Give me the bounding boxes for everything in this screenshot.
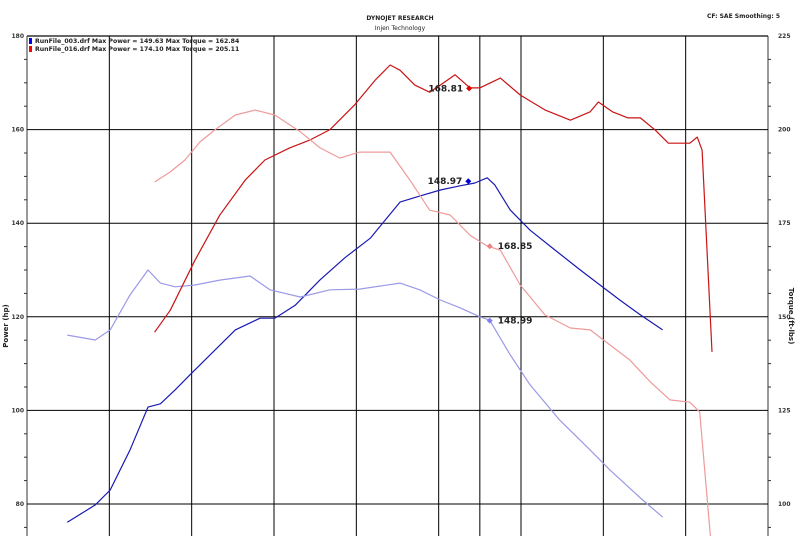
series-line-power-0 xyxy=(66,177,663,523)
legend-swatch xyxy=(29,38,32,44)
series-line-power-2 xyxy=(154,64,713,352)
y2-tick-label: 225 xyxy=(778,33,791,40)
y-tick-label: 120 xyxy=(11,314,24,321)
marker-label: 168.85 xyxy=(498,242,533,252)
y2-tick-label: 125 xyxy=(778,407,791,414)
y-tick-label: 160 xyxy=(11,127,24,134)
cursor-marker xyxy=(486,317,493,324)
cursor-marker xyxy=(486,243,493,250)
y2-axis-label: Torque (ft-lbs) xyxy=(787,288,795,345)
legend-swatch xyxy=(29,46,32,52)
y-tick-label: 180 xyxy=(11,33,24,40)
y2-tick-label: 150 xyxy=(778,314,791,321)
cursor-marker xyxy=(466,85,473,92)
marker-label: 148.97 xyxy=(428,177,463,187)
cursor-marker xyxy=(465,178,472,185)
y2-tick-label: 200 xyxy=(778,127,791,134)
marker-label: 168.81 xyxy=(428,84,463,94)
series-line-torque-3 xyxy=(154,109,711,536)
y-axis-label: Power (hp) xyxy=(2,304,10,347)
y-tick-label: 100 xyxy=(11,407,24,414)
marker-label: 148.99 xyxy=(498,317,533,327)
chart-title: DYNOJET RESEARCH xyxy=(366,15,434,22)
correction-info: CF: SAE Smoothing: 5 xyxy=(706,13,780,20)
y-tick-label: 140 xyxy=(11,220,24,227)
legend-entry: RunFile_016.drf Max Power = 174.10 Max T… xyxy=(35,46,239,53)
y2-tick-label: 100 xyxy=(778,501,791,508)
chart-subtitle: Injen Technology xyxy=(374,25,426,32)
legend-entry: RunFile_003.drf Max Power = 149.63 Max T… xyxy=(35,38,240,45)
y-tick-label: 80 xyxy=(16,501,24,508)
series-line-torque-1 xyxy=(67,269,663,518)
y2-tick-label: 175 xyxy=(778,220,791,227)
